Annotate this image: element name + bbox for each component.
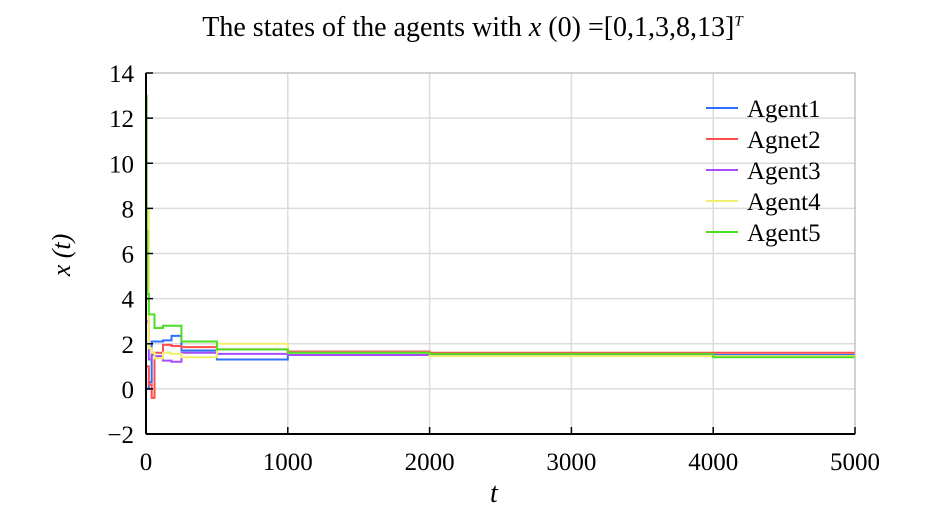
y-tick-label: 14 bbox=[109, 61, 135, 88]
legend-label-3: Agent3 bbox=[747, 158, 821, 185]
y-tick-label: −2 bbox=[107, 422, 134, 449]
x-tick-label: 4000 bbox=[688, 449, 738, 476]
y-axis-label: x (t) bbox=[47, 233, 76, 277]
legend-label-5: Agent5 bbox=[747, 220, 821, 247]
x-tick-label: 2000 bbox=[405, 449, 455, 476]
series-line-2 bbox=[146, 343, 855, 399]
x-tick-label: 1000 bbox=[263, 449, 313, 476]
y-tick-label: 2 bbox=[122, 332, 135, 359]
grid-lines bbox=[146, 73, 855, 434]
y-tick-label: 8 bbox=[122, 196, 135, 223]
y-tick-label: 12 bbox=[109, 106, 134, 133]
y-tick-label: 0 bbox=[122, 377, 135, 404]
legend-label-2: Agnet2 bbox=[747, 127, 821, 154]
chart-title: The states of the agents with x (0) =[0,… bbox=[202, 12, 743, 43]
legend-label-1: Agent1 bbox=[747, 96, 821, 123]
axes bbox=[145, 72, 856, 435]
series-line-5 bbox=[145, 94, 855, 359]
series-line-3 bbox=[146, 320, 855, 363]
legend-label-4: Agent4 bbox=[747, 189, 821, 216]
x-axis-label: t bbox=[490, 478, 498, 509]
y-tick-label: 10 bbox=[109, 151, 134, 178]
x-tick-label: 3000 bbox=[546, 449, 596, 476]
legend: Agent1 Agnet2 Agent3 Agent4 Agent5 bbox=[706, 96, 821, 247]
x-tick-label: 5000 bbox=[830, 449, 880, 476]
y-tick-label: 6 bbox=[122, 242, 135, 269]
y-tick-label: 4 bbox=[122, 287, 135, 314]
x-tick-label: 0 bbox=[140, 449, 153, 476]
